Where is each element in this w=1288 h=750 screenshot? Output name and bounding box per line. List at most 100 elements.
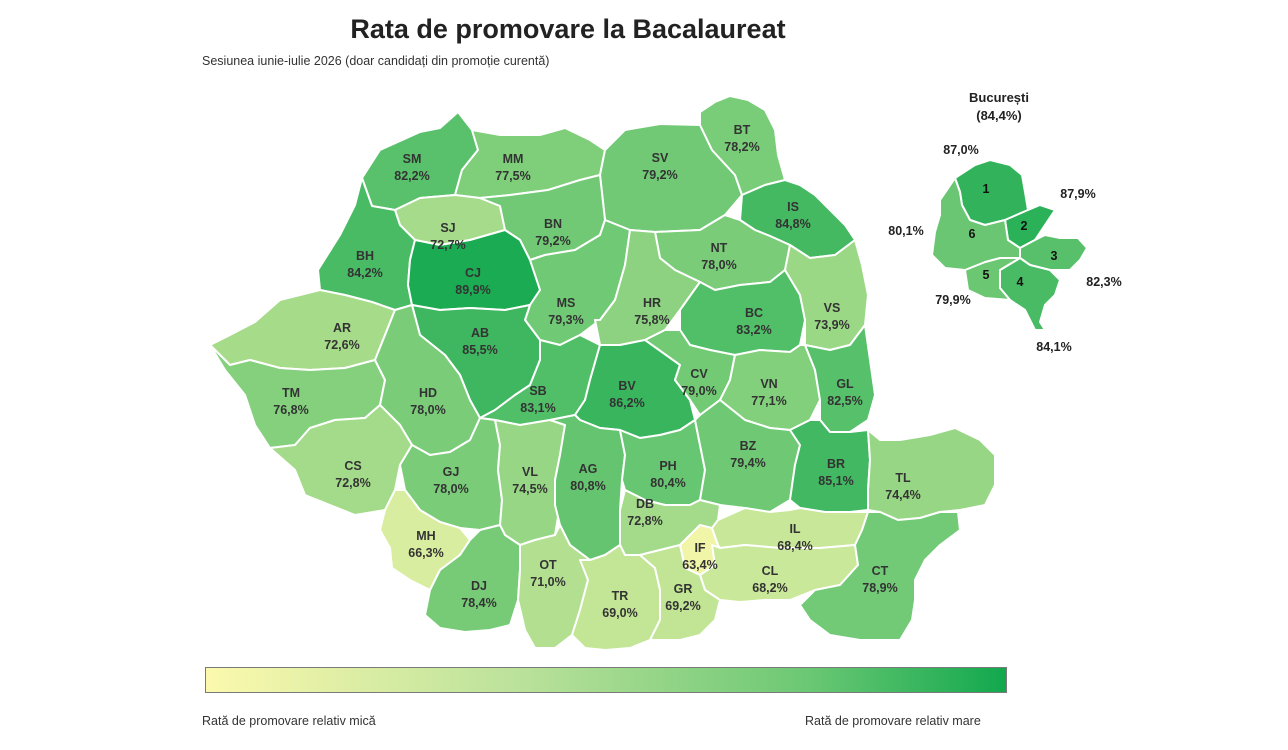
county-code-ph: PH	[659, 459, 676, 473]
bucharest-title: București	[969, 90, 1029, 105]
county-rate-ab: 85,5%	[462, 343, 497, 357]
county-code-dj: DJ	[471, 579, 487, 593]
bucharest-sector-rate-3: 82,3%	[1086, 275, 1121, 289]
county-code-nt: NT	[711, 241, 728, 255]
map-subtitle: Sesiunea iunie-iulie 2026 (doar candidaț…	[202, 54, 550, 68]
bucharest-sector-rate-4: 84,1%	[1036, 340, 1071, 354]
county-code-db: DB	[636, 497, 654, 511]
map-title: Rata de promovare la Bacalaureat	[350, 14, 786, 44]
bucharest-sector-number-5: 5	[983, 268, 990, 282]
county-code-tr: TR	[612, 589, 629, 603]
county-rate-gl: 82,5%	[827, 394, 862, 408]
legend-low-label: Rată de promovare relativ mică	[202, 714, 376, 728]
county-code-bh: BH	[356, 249, 374, 263]
bucharest-sector-number-6: 6	[969, 227, 976, 241]
county-code-mh: MH	[416, 529, 435, 543]
county-gl	[804, 324, 876, 433]
county-rate-tr: 69,0%	[602, 606, 637, 620]
county-code-sv: SV	[652, 151, 669, 165]
county-code-vn: VN	[760, 377, 777, 391]
bucharest-sector-number-3: 3	[1051, 249, 1058, 263]
county-code-cv: CV	[690, 367, 708, 381]
county-rate-bt: 78,2%	[724, 140, 759, 154]
county-code-tl: TL	[895, 471, 911, 485]
county-rate-cs: 72,8%	[335, 476, 370, 490]
county-rate-nt: 78,0%	[701, 258, 736, 272]
county-rate-ct: 78,9%	[862, 581, 897, 595]
county-rate-vl: 74,5%	[512, 482, 547, 496]
county-gr	[639, 544, 721, 641]
county-rate-ag: 80,8%	[570, 479, 605, 493]
bucharest-sector-number-2: 2	[1021, 219, 1028, 233]
county-code-ct: CT	[872, 564, 889, 578]
county-rate-ot: 71,0%	[530, 575, 565, 589]
bucharest-sector-rate-2: 87,9%	[1060, 187, 1095, 201]
county-rate-bh: 84,2%	[347, 266, 382, 280]
county-rate-dj: 78,4%	[461, 596, 496, 610]
county-code-ag: AG	[579, 462, 598, 476]
county-code-tm: TM	[282, 386, 300, 400]
county-rate-ph: 80,4%	[650, 476, 685, 490]
county-code-cj: CJ	[465, 266, 481, 280]
county-tl	[867, 427, 996, 521]
county-code-bv: BV	[618, 379, 636, 393]
county-code-sj: SJ	[440, 221, 455, 235]
legend-color-bar	[205, 667, 1007, 693]
county-rate-hd: 78,0%	[410, 403, 445, 417]
county-rate-cj: 89,9%	[455, 283, 490, 297]
county-rate-gr: 69,2%	[665, 599, 700, 613]
county-rate-sj: 72,7%	[430, 238, 465, 252]
county-code-if: IF	[694, 541, 705, 555]
county-rate-mm: 77,5%	[495, 169, 530, 183]
county-code-hd: HD	[419, 386, 437, 400]
county-code-bz: BZ	[740, 439, 757, 453]
bucharest-sector-rate-5: 79,9%	[935, 293, 970, 307]
county-code-vs: VS	[824, 301, 841, 315]
legend-high-label: Rată de promovare relativ mare	[805, 714, 981, 728]
bucharest-sector-6	[931, 177, 1021, 271]
bucharest-sector-4	[999, 257, 1061, 331]
county-code-il: IL	[789, 522, 800, 536]
bucharest-rate: (84,4%)	[976, 108, 1022, 123]
county-code-is: IS	[787, 200, 799, 214]
county-code-sm: SM	[403, 152, 422, 166]
county-rate-cl: 68,2%	[752, 581, 787, 595]
county-rate-bn: 79,2%	[535, 234, 570, 248]
county-code-bn: BN	[544, 217, 562, 231]
county-code-hr: HR	[643, 296, 661, 310]
county-code-bc: BC	[745, 306, 763, 320]
county-code-gj: GJ	[443, 465, 460, 479]
county-rate-sm: 82,2%	[394, 169, 429, 183]
county-rate-vs: 73,9%	[814, 318, 849, 332]
county-code-ar: AR	[333, 321, 351, 335]
county-code-mm: MM	[503, 152, 524, 166]
county-rate-cv: 79,0%	[681, 384, 716, 398]
county-rate-sv: 79,2%	[642, 168, 677, 182]
county-rate-ms: 79,3%	[548, 313, 583, 327]
bucharest-inset-map: 1 87,0% 2 87,9% 3 82,3% 4 84,1% 5 79,9% 6 80,1%	[888, 143, 1121, 354]
county-code-cs: CS	[344, 459, 361, 473]
county-ct	[799, 511, 961, 641]
county-rate-ar: 72,6%	[324, 338, 359, 352]
county-rate-il: 68,4%	[777, 539, 812, 553]
county-code-ab: AB	[471, 326, 489, 340]
county-rate-db: 72,8%	[627, 514, 662, 528]
county-code-cl: CL	[762, 564, 779, 578]
county-rate-tm: 76,8%	[273, 403, 308, 417]
county-rate-hr: 75,8%	[634, 313, 669, 327]
county-rate-br: 85,1%	[818, 474, 853, 488]
county-code-ms: MS	[557, 296, 576, 310]
bucharest-sector-number-1: 1	[983, 182, 990, 196]
county-rate-bv: 86,2%	[609, 396, 644, 410]
county-rate-mh: 66,3%	[408, 546, 443, 560]
county-rate-is: 84,8%	[775, 217, 810, 231]
bucharest-sector-number-4: 4	[1017, 275, 1024, 289]
county-code-vl: VL	[522, 465, 538, 479]
county-rate-sb: 83,1%	[520, 401, 555, 415]
county-code-gr: GR	[674, 582, 693, 596]
county-rate-tl: 74,4%	[885, 488, 920, 502]
county-code-sb: SB	[529, 384, 546, 398]
county-rate-vn: 77,1%	[751, 394, 786, 408]
county-code-gl: GL	[836, 377, 854, 391]
